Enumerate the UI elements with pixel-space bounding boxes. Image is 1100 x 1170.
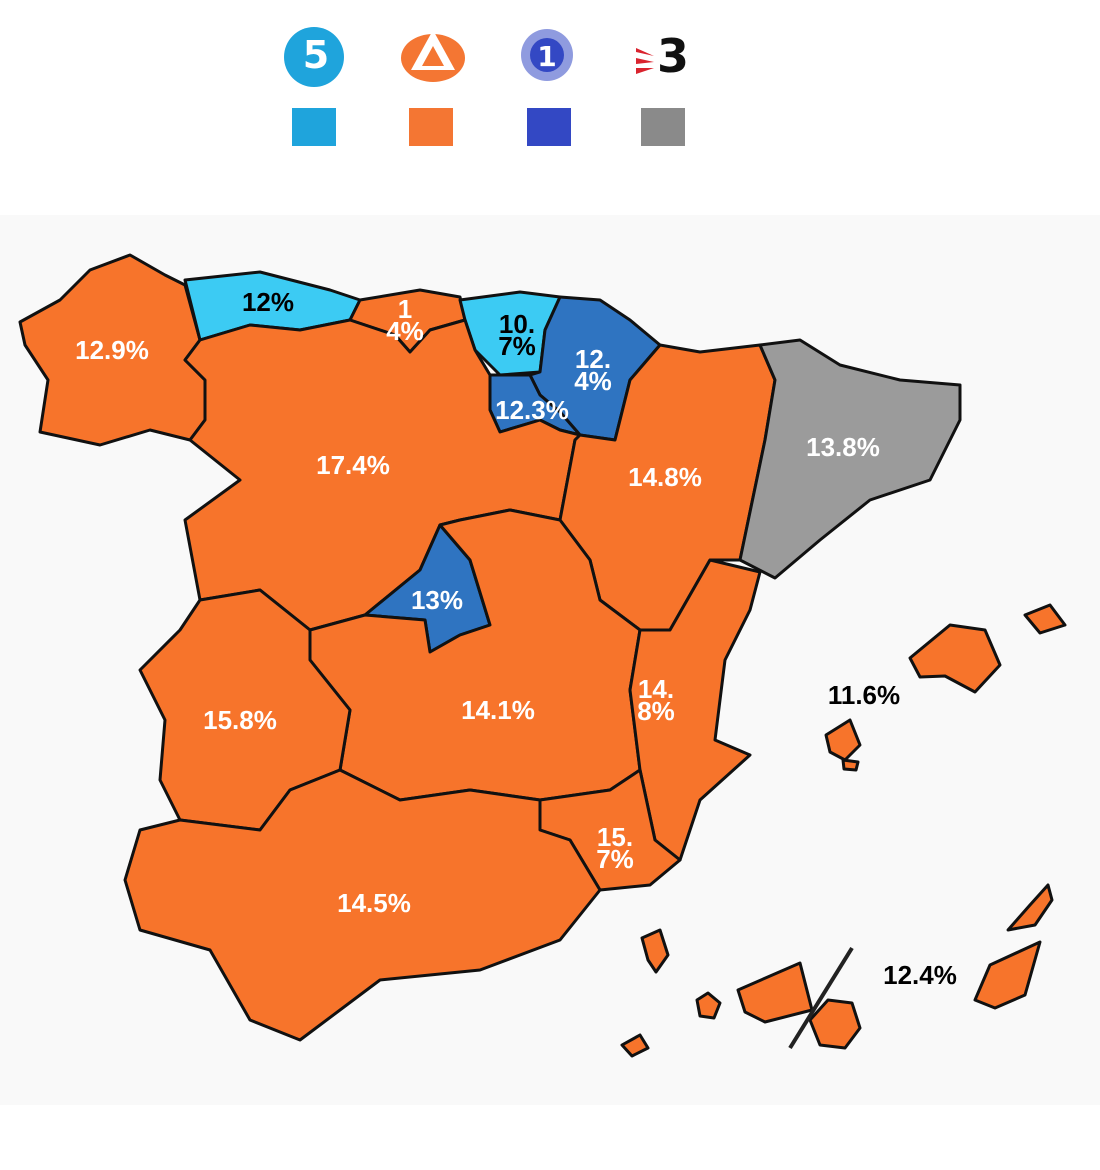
- logo-glyph: 3: [657, 29, 689, 83]
- region: [973, 940, 1042, 1010]
- region-label: 11.6%: [827, 680, 901, 710]
- legend: 5 1 3: [292, 29, 689, 146]
- legend-swatch: [641, 108, 685, 146]
- regions: [18, 253, 1067, 1058]
- logo-glyph: 5: [303, 33, 329, 77]
- region: [841, 758, 860, 772]
- region-label: 10.7%: [498, 309, 536, 361]
- region: [1006, 883, 1054, 932]
- region: [908, 623, 1002, 694]
- region: [736, 961, 814, 1024]
- logo-glyph: 1: [537, 40, 556, 73]
- region-label: 12.4%: [883, 960, 957, 990]
- region: [808, 998, 862, 1050]
- region-label: 14.8%: [628, 462, 702, 492]
- region-label: 12.3%: [495, 395, 569, 425]
- legend-swatch: [527, 108, 571, 146]
- canary-divider: [788, 946, 854, 1050]
- region-label: 13.8%: [806, 432, 880, 462]
- region-label: 14%: [386, 294, 424, 346]
- region: [628, 558, 762, 862]
- region-label: 17.4%: [316, 450, 390, 480]
- region-label: 15.8%: [203, 705, 277, 735]
- region-label: 12%: [241, 287, 295, 317]
- region: [123, 768, 602, 1042]
- region: [640, 928, 670, 974]
- region-label: 12.9%: [75, 335, 149, 365]
- region-label: 14.8%: [637, 674, 675, 726]
- region: [738, 338, 962, 580]
- region: [1023, 603, 1067, 635]
- region-label: 15.7%: [596, 822, 634, 874]
- region-label: 14.1%: [461, 695, 535, 725]
- region: [620, 1033, 650, 1058]
- region-label: 12.4%: [574, 344, 612, 396]
- legend-swatch: [409, 108, 453, 146]
- la1-logo: [530, 38, 564, 72]
- telecinco-logo: [284, 27, 344, 87]
- tv3-logo-arrows: [636, 48, 654, 74]
- antena3-logo: [401, 30, 465, 82]
- legend-swatch: [292, 108, 336, 146]
- region-label: 13%: [410, 585, 464, 615]
- region: [824, 718, 862, 762]
- region: [695, 991, 722, 1020]
- region-label: 14.5%: [337, 888, 411, 918]
